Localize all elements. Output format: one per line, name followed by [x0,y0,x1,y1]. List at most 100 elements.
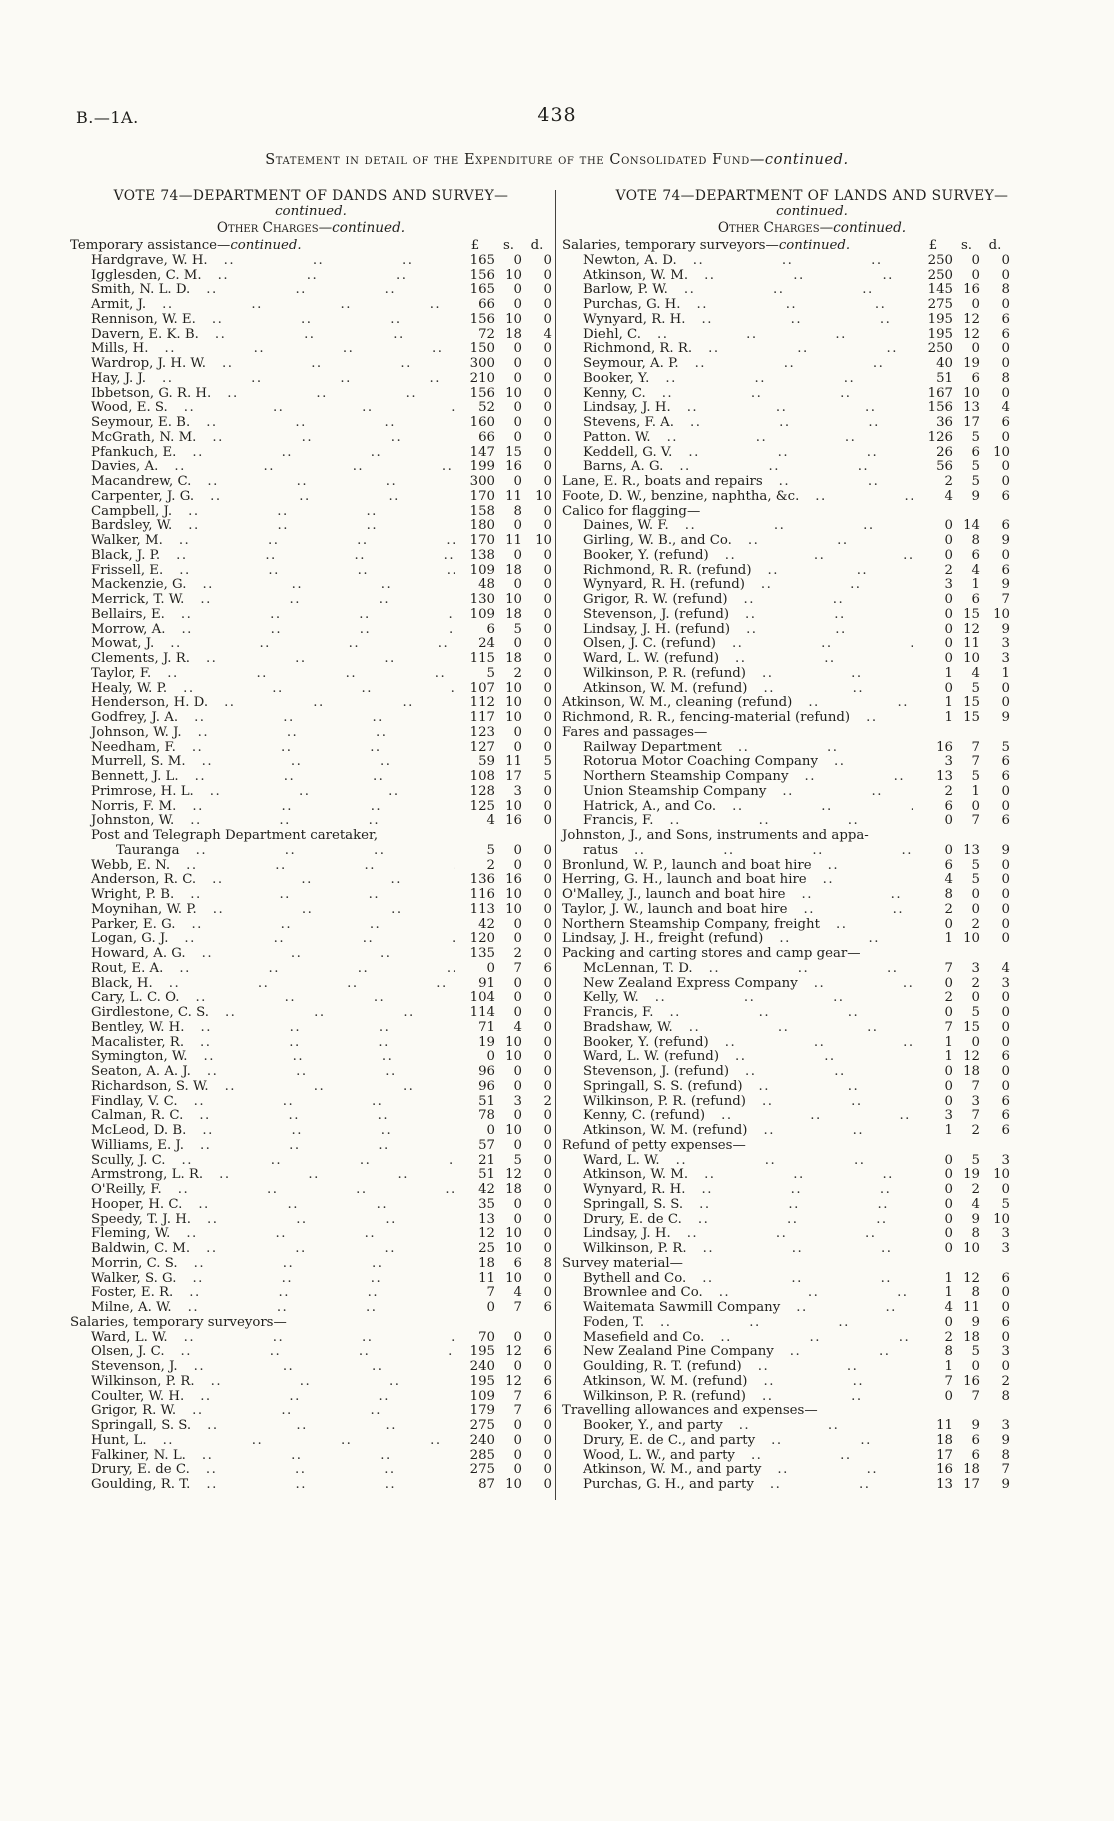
amount-pence: 0 [1001,429,1010,445]
amount-pounds: 0 [486,1123,495,1138]
leader-dots [671,1227,913,1242]
leader-dots [168,932,455,947]
amount-pence: 0 [543,724,552,740]
amount-shillings: 19 [963,1167,980,1183]
amount-pence: 0 [543,680,552,696]
ledger-row: Olsen, J. C. 195 12 6 [70,1344,552,1360]
ledger-row: McGrath, N. M. 66 0 0 [70,430,552,446]
payee-name: Seaton, A. A. J. [91,1064,191,1079]
ledger-row: Webb, E. N. 2 0 0 [70,858,552,874]
amount-pounds: 6 [486,621,495,637]
leader-dots [818,755,913,770]
payee-name: Goulding, R. T. [91,1477,191,1492]
ledger-row: Stevenson, J. (refund) 0 18 0 [562,1064,1010,1080]
payee-name: Springall, S. S. [91,1418,192,1433]
amount-pence: 0 [543,1108,552,1124]
payee-name: Wilkinson, P. R. [583,1241,687,1256]
leader-dots [646,387,913,402]
amount-pence: 3 [1001,651,1010,666]
payee-name: Diehl, C. [583,326,641,342]
amount-pence: 0 [543,282,552,298]
payee-name: Wright, P. B. [91,887,175,902]
ledger-row: Frissell, E. 109 18 0 [70,563,552,579]
ledger-row: Foden, T. 0 9 6 [562,1315,1010,1331]
amount-pence: 10 [535,533,552,548]
payee-name: Walker, M. [91,533,163,548]
amount-pounds: 96 [478,1064,495,1079]
amount-pounds: 128 [469,783,495,799]
ledger-row: Walker, S. G. 11 10 0 [70,1270,552,1287]
amount-shillings: 8 [971,1285,980,1301]
leader-dots [729,1065,913,1080]
amount-pounds: 250 [927,341,953,357]
amount-pounds: 0 [944,518,953,534]
payee-name: Atkinson, W. M., cleaning (refund) [562,695,793,711]
payee-name: Howard, A. G. [91,946,186,961]
amount-shillings: 12 [505,1344,522,1360]
ledger-row: Calman, R. C. 78 0 0 [70,1108,552,1124]
payee-name: Barlow, P. W. [583,282,668,298]
payee-name: Tauranga [116,842,180,858]
payee-name: Speedy, T. J. H. [91,1211,192,1227]
amount-pence: 0 [543,1329,552,1345]
amount-pence: 0 [543,518,552,534]
amount-pence: 6 [1001,562,1010,578]
amount-pounds: 199 [469,459,495,475]
amount-shillings: 14 [963,518,980,534]
amount-shillings: 7 [513,1403,522,1419]
payee-name: Grigor, R. W. [91,1403,177,1419]
leader-dots [168,1331,455,1346]
payee-name: Ward, L. W. (refund) [583,1049,720,1065]
amount-shillings: 0 [513,1432,522,1448]
amount-pounds: 66 [478,297,495,312]
ledger-row: Walker, M. 170 11 10 [70,533,552,549]
payee-name: Olsen, J. C. (refund) [583,636,716,652]
leader-dots [742,1360,913,1375]
payee-name: Johnston, J., and Sons, instruments and … [562,828,869,843]
amount-pence: 0 [1001,1078,1010,1094]
amount-pence: 0 [543,1137,552,1153]
section-label-continued: continued. [778,238,851,253]
amount-pounds: 17 [936,1447,953,1463]
amount-pounds: 19 [478,1034,495,1050]
amount-pounds: 0 [944,1388,953,1404]
ledger-row: Seymour, E. B. 160 0 0 [70,415,552,431]
ledger-row: Baldwin, C. M. 25 10 0 [70,1241,552,1257]
amount-shillings: 10 [505,710,522,725]
amount-shillings: 0 [513,1064,522,1079]
amount-pence: 3 [1001,1241,1010,1256]
amount-pounds: 285 [469,1447,495,1463]
column-divider-rule [555,190,556,1500]
payee-name: Booker, Y. (refund) [583,547,709,563]
leader-dots [190,416,455,431]
amount-pounds: 13 [936,769,953,784]
amount-pence: 0 [543,975,552,991]
leader-dots [785,888,913,903]
payee-name: Hardgrave, W. H. [91,252,208,268]
payee-name: Foote, D. W., benzine, naphtha, &c. [562,488,800,504]
ledger-row: Wynyard, R. H. 0 2 0 [562,1182,1010,1198]
ledger-row: Lindsay, J. H. 156 13 4 [562,400,1010,416]
ledger-row: Morrin, C. S. 18 6 8 [70,1256,552,1272]
leader-dots [677,254,913,269]
payee-name: Patton. W. [583,429,651,445]
leader-dots [719,1050,913,1065]
leader-dots [799,490,913,505]
amount-shillings: 10 [505,1270,522,1286]
ledger-row: Anderson, R. C. 136 16 0 [70,872,552,888]
payee-name: Wynyard, R. H. (refund) [583,577,745,593]
amount-shillings: 2 [971,1123,980,1138]
payee-name: Olsen, J. C. [91,1344,165,1360]
left-column: VOTE 74—DEPARTMENT OF DANDS AND SURVEY— … [70,188,552,1493]
amount-pence: 0 [543,267,552,283]
ledger-row: O'Reilly, F. 42 18 0 [70,1182,552,1198]
ledger-row: Milne, A. W. 0 7 6 [70,1300,552,1316]
amount-pence: 0 [543,1152,552,1168]
payee-name: McLeod, D. B. [91,1123,187,1138]
amount-shillings: 12 [963,621,980,637]
leader-dots [202,269,455,284]
leader-dots [191,475,455,490]
amount-pounds: 0 [944,813,953,829]
amount-shillings: 0 [513,990,522,1006]
amount-pence: 0 [543,1167,552,1183]
